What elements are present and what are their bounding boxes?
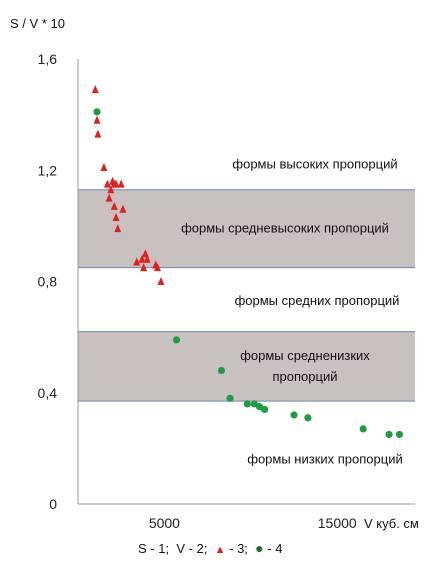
circle-point: [217, 366, 226, 375]
triangle-point: [105, 193, 113, 202]
triangle-point: [100, 162, 108, 171]
triangle-point: [112, 179, 120, 188]
band-label-line: пропорций: [273, 369, 338, 384]
triangle-point: [114, 224, 122, 233]
axes: [77, 59, 415, 505]
triangle-point: [133, 257, 141, 266]
data-points: [91, 85, 404, 439]
y-tick-label: 1,6: [38, 51, 58, 67]
x-tick-label: 15000: [318, 515, 357, 531]
chart-labels: 0 0,4 0,8 1,2 1,6 5000 15000 S / V * 10 V куб. с…: [10, 16, 419, 531]
circle-point: [93, 108, 101, 116]
circle-point: [172, 336, 181, 344]
triangle-point: [143, 254, 151, 263]
band-label: формы средневысоких пропорций: [181, 221, 389, 236]
circle-point: [395, 430, 404, 439]
triangle-point: [157, 277, 165, 285]
y-tick-label: 1,2: [38, 162, 58, 178]
circle-point: [359, 425, 367, 433]
triangle-point: [119, 204, 127, 213]
legend-circle-label: - 4: [267, 541, 283, 556]
triangle-marker-icon: ▲: [214, 544, 226, 556]
triangle-point: [110, 201, 118, 210]
zone-label: формы высоких пропорций: [232, 157, 397, 172]
circle-marker-icon: ●: [255, 540, 264, 556]
circle-point: [226, 394, 234, 402]
triangle-point: [94, 129, 102, 138]
triangle-point: [91, 85, 99, 94]
x-axis-title: V куб. см: [364, 516, 419, 531]
band-label-line: формы средненизких: [240, 348, 370, 363]
y-tick-label: 0,8: [38, 274, 58, 290]
triangle-point: [103, 179, 111, 188]
x-tick-label: 5000: [149, 515, 180, 531]
circle-point: [290, 411, 298, 419]
y-axis-title: S / V * 10: [10, 16, 65, 31]
legend-s-label: S - 1;: [138, 541, 170, 556]
y-tick-label: 0,4: [38, 385, 58, 401]
triangle-point: [138, 254, 146, 263]
band-2: [78, 331, 415, 402]
triangle-point: [107, 185, 115, 194]
circle-point: [304, 414, 312, 422]
triangle-point: [112, 213, 120, 222]
zone-label: формы низких пропорций: [247, 452, 402, 467]
zone-label: формы средних пропорций: [235, 293, 400, 308]
triangle-point: [93, 115, 101, 124]
y-tick-label: 0: [49, 496, 57, 512]
triangle-point: [140, 263, 148, 272]
legend-v-label: V - 2;: [176, 541, 208, 556]
circle-point: [243, 400, 251, 408]
triangle-point: [153, 263, 161, 272]
circle-point: [261, 405, 269, 414]
legend: S - 1; V - 2; ▲ - 3; ● - 4: [138, 540, 282, 556]
triangle-point: [117, 179, 125, 188]
legend-triangle-label: - 3;: [229, 541, 248, 556]
proportion-bands: [78, 189, 415, 402]
band-1: [78, 189, 415, 268]
circle-point: [385, 430, 393, 439]
